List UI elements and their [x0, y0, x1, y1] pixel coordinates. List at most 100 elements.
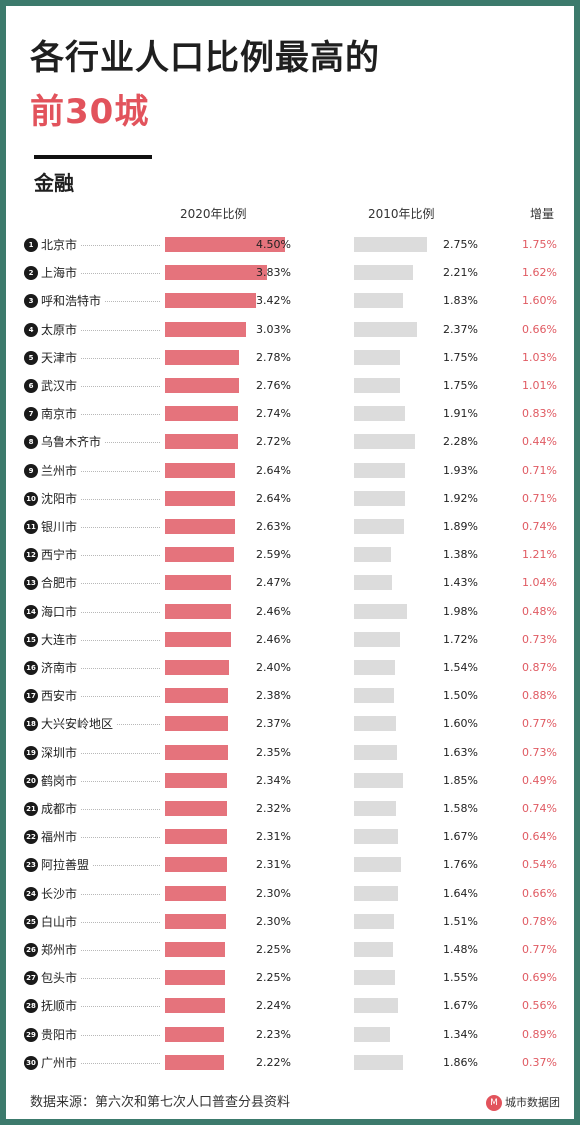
bar-2020 [165, 744, 228, 760]
increase-label: 1.01% [522, 379, 557, 392]
bar-2020 [165, 772, 228, 788]
leader-dots [46, 950, 160, 951]
rank-badge: 16 [24, 661, 38, 675]
leader-dots [46, 809, 160, 810]
rank-badge: 1 [24, 238, 38, 252]
rank-badge: 22 [24, 830, 38, 845]
rank-badge: 26 [24, 943, 38, 957]
table-row: 28 抚顺市 2.24% 1.67% 0.56% [6, 993, 574, 1021]
value-2020-label: 2.38% [256, 689, 291, 703]
increase-label: 0.77% [522, 717, 557, 731]
bar-2010 [354, 801, 396, 816]
leader-dots [46, 470, 160, 472]
bar-2010 [354, 321, 417, 337]
bar-2020 [165, 406, 239, 422]
bar-2020 [165, 631, 231, 647]
table-row: 4 太原市 3.03% 2.37% 0.66% [6, 317, 574, 345]
bar-2010 [354, 857, 401, 873]
table-row: 14 海口市 2.46% 1.98% 0.48% [6, 599, 574, 627]
value-2020-label: 2.23% [256, 1027, 291, 1041]
value-2010-label: 1.60% [443, 717, 478, 731]
increase-label: 0.37% [522, 1055, 557, 1069]
value-2010-label: 1.58% [443, 802, 478, 815]
value-2020-label: 2.34% [256, 773, 291, 787]
table-row: 24 长沙市 2.30% 1.64% 0.66% [6, 881, 574, 909]
bar-2020 [165, 688, 229, 704]
value-2010-label: 1.51% [443, 914, 478, 928]
rank-badge: 14 [24, 604, 38, 619]
table-row: 12 西宁市 2.59% 1.38% 1.21% [6, 542, 574, 570]
leader-dots [46, 978, 160, 980]
rank-badge: 18 [24, 717, 38, 732]
rank-badge: 19 [24, 745, 38, 760]
city-label: 贵阳市 [41, 1025, 81, 1044]
leader-dots [46, 1034, 160, 1036]
increase-label: 0.71% [522, 491, 557, 505]
bar-2020 [165, 293, 257, 309]
increase-label: 1.60% [522, 294, 557, 308]
bar-2010 [354, 688, 394, 704]
bar-2020 [165, 885, 227, 901]
value-2020-label: 3.83% [256, 266, 291, 280]
brand-name: 城市数据团 [505, 1096, 560, 1109]
leader-dots [46, 1062, 160, 1064]
value-2010-label: 1.98% [443, 604, 478, 618]
bar-2020 [165, 857, 227, 873]
leader-dots [46, 752, 160, 754]
chart-title-line1: 各行业人口比例最高的 [30, 38, 380, 78]
value-2010-label: 2.28% [443, 435, 478, 449]
bar-2020 [165, 265, 268, 281]
value-2010-label: 1.83% [443, 294, 478, 308]
leader-dots [46, 386, 160, 387]
city-label: 大兴安岭地区 [41, 715, 117, 734]
value-2020-label: 2.76% [256, 379, 291, 392]
city-label: 合肥市 [41, 574, 81, 593]
value-2010-label: 1.92% [443, 491, 478, 505]
leader-dots [46, 583, 160, 585]
value-2020-label: 2.31% [256, 858, 291, 872]
city-label: 西安市 [41, 687, 81, 706]
value-2020-label: 2.22% [256, 1055, 291, 1069]
increase-label: 0.87% [522, 661, 557, 674]
value-2010-label: 2.37% [443, 322, 478, 336]
increase-label: 1.75% [522, 238, 557, 251]
bar-2010 [354, 829, 399, 845]
city-label: 包头市 [41, 969, 81, 988]
value-2010-label: 2.21% [443, 266, 478, 280]
increase-label: 0.66% [522, 322, 557, 336]
city-label: 长沙市 [41, 884, 81, 903]
bar-2020 [165, 603, 231, 619]
bar-2020 [165, 490, 236, 506]
value-2020-label: 2.59% [256, 548, 291, 562]
city-label: 沈阳市 [41, 489, 81, 508]
rank-badge: 24 [24, 886, 38, 901]
increase-label: 0.88% [522, 689, 557, 703]
increase-label: 1.62% [522, 266, 557, 280]
rank-badge: 21 [24, 802, 38, 816]
brand-mark: M 城市数据团 [486, 1094, 560, 1112]
value-2020-label: 3.03% [256, 322, 291, 336]
chart-rows: 1 北京市 4.50% 2.75% 1.75% 2 上海市 3.83% 2.21% 1.62% 3 呼… [6, 6, 574, 1119]
increase-label: 0.78% [522, 914, 557, 928]
value-2010-label: 1.64% [443, 886, 478, 900]
value-2010-label: 1.93% [443, 463, 478, 477]
rank-badge: 3 [24, 294, 38, 309]
leader-dots [46, 357, 160, 359]
header-increase: 增量 [530, 207, 555, 221]
value-2010-label: 1.63% [443, 745, 478, 759]
bar-2020 [165, 970, 225, 986]
bar-2020 [165, 716, 229, 732]
bar-2010 [354, 631, 400, 647]
value-2020-label: 2.35% [256, 745, 291, 759]
table-row: 11 银川市 2.63% 1.89% 0.74% [6, 514, 574, 542]
city-label: 银川市 [41, 518, 81, 536]
value-2020-label: 2.72% [256, 435, 291, 449]
bar-2010 [354, 716, 397, 732]
bar-2010 [354, 349, 401, 365]
bar-2010 [354, 490, 405, 506]
value-2010-label: 1.67% [443, 830, 478, 844]
leader-dots [46, 273, 160, 275]
leader-dots [46, 696, 160, 698]
leader-dots [46, 1006, 160, 1008]
